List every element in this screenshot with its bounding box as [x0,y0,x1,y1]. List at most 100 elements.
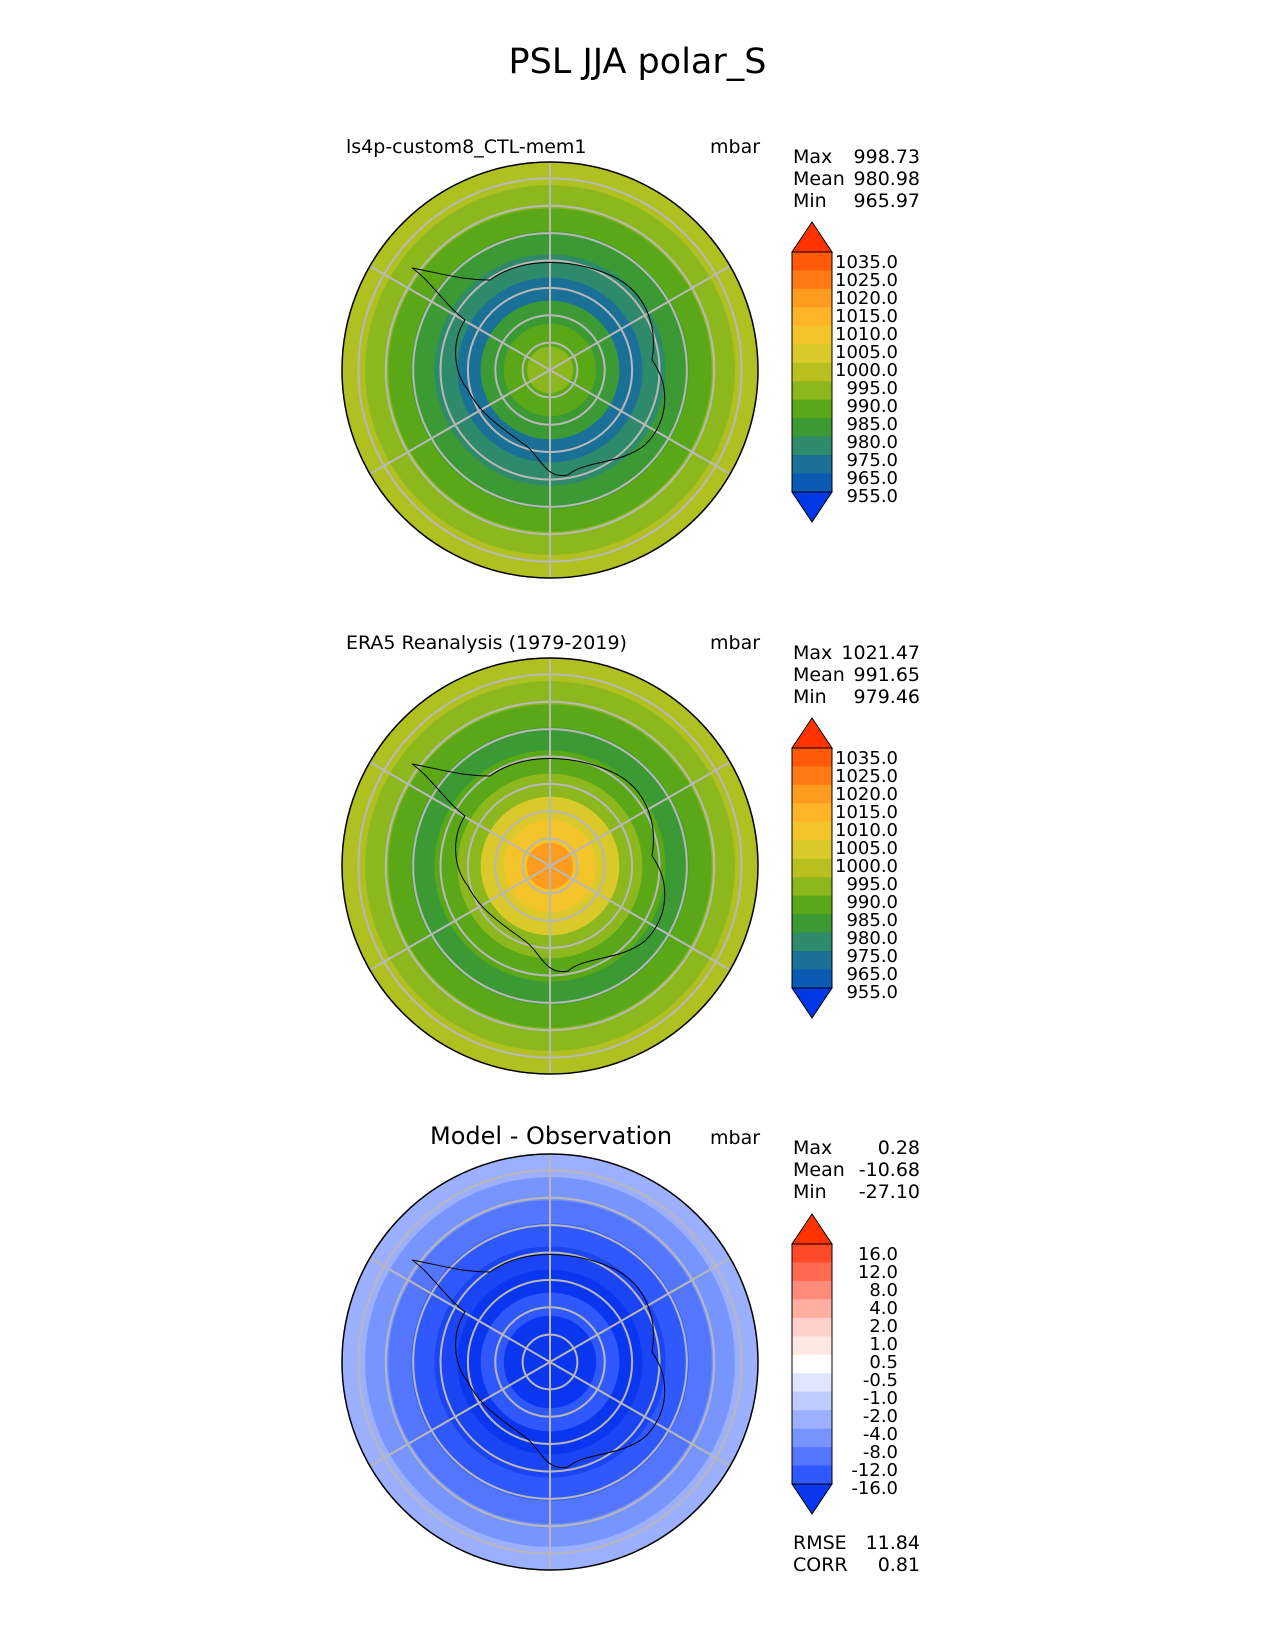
colorbar-segment [792,270,832,290]
meridian-gridline [549,865,731,971]
colorbar-extend-max [791,221,833,253]
rmse-value: 11.84 [865,1532,920,1554]
panel-2-stat-label: Min [793,686,827,708]
panel-2-stat-value: 1021.47 [841,642,920,664]
colorbar-segment [792,1373,832,1393]
colorbar-segment [792,803,832,823]
colorbar-tick-label: -0.5 [862,1370,898,1391]
colorbar-tick-label: 1020.0 [835,288,898,309]
colorbar-tick-label: -1.0 [862,1388,898,1409]
colorbar-segment [792,418,832,438]
panel-3-stat-label: Min [793,1181,827,1203]
coastline [411,262,666,477]
colorbar-extend-max [791,717,833,749]
colorbar-segment [792,362,832,382]
panel-2-units: mbar [710,632,761,654]
colorbar-tick-label: 980.0 [846,928,898,949]
meridian-gridline [549,1361,731,1467]
colorbar-tick-label: 1025.0 [835,766,898,787]
panel-3-title: Model - Observation [430,1122,673,1150]
colorbar-outline [791,1243,833,1485]
colorbar-tick-label: 0.5 [869,1352,898,1373]
colorbar-segment [792,1410,832,1430]
colorbar-tick-label: 1005.0 [835,342,898,363]
panel-2-colorbar [791,717,833,1019]
colorbar-tick-label: 12.0 [857,1262,898,1283]
colorbar-segment [792,1447,832,1467]
map-boundary [341,657,759,1075]
panel-2-stat-label: Mean [793,664,845,686]
colorbar-segment [792,840,832,860]
meridian-gridline [369,1361,551,1467]
colorbar-tick-label: 995.0 [846,378,898,399]
panel-2-stat-value: 979.46 [853,686,920,708]
panel-1-stat-value: 998.73 [853,146,920,168]
colorbar-segment [792,1262,832,1282]
meridian-gridline [369,369,551,475]
meridian-gridline [549,761,731,867]
meridian-gridline [369,865,551,971]
map-boundary [341,161,759,579]
colorbar-segment [792,1465,832,1485]
colorbar-tick-label: 1010.0 [835,820,898,841]
colorbar-segment [792,344,832,364]
panel-3-stat-value: -27.10 [858,1181,920,1203]
panel-2-polar-map [341,657,759,1075]
colorbar-tick-label: 965.0 [846,964,898,985]
colorbar-tick-label: 995.0 [846,874,898,895]
colorbar-tick-label: 1015.0 [835,306,898,327]
colorbar-tick-label: 1010.0 [835,324,898,345]
colorbar-segment [792,288,832,308]
colorbar-tick-label: 1000.0 [835,360,898,381]
panel-1-units: mbar [710,136,761,158]
colorbar-segment [792,325,832,345]
colorbar-tick-label: 985.0 [846,910,898,931]
colorbar-tick-label: -8.0 [862,1442,898,1463]
panel-3-stat-value: 0.28 [877,1137,920,1159]
colorbar-segment [792,969,832,989]
rmse-label: RMSE [793,1532,847,1554]
corr-value: 0.81 [877,1554,920,1576]
colorbar-segment [792,1244,832,1263]
colorbar-tick-label: 990.0 [846,892,898,913]
panel-3-colorbar [791,1213,833,1515]
colorbar-extend-max [791,1213,833,1245]
colorbar-segment [792,766,832,786]
panel-3-stat-label: Max [793,1137,833,1159]
panel-1-colorbar [791,221,833,523]
coastline [411,758,666,973]
panel-3-stat-value: -10.68 [858,1159,920,1181]
meridian-gridline [549,1257,731,1363]
colorbar-tick-label: 1015.0 [835,802,898,823]
colorbar-tick-label: 1020.0 [835,784,898,805]
meridian-gridline [369,265,551,371]
colorbar-segment [792,436,832,456]
map-boundary [341,1153,759,1571]
colorbar-outline [791,747,833,989]
colorbar-tick-label: 1035.0 [835,748,898,769]
colorbar-segment [792,1428,832,1448]
colorbar-segment [792,821,832,841]
colorbar-segment [792,932,832,952]
meridian-gridline [369,1257,551,1363]
panel-1-title: ls4p-custom8_CTL-mem1 [346,136,587,158]
colorbar-segment [792,1317,832,1337]
colorbar-tick-label: 955.0 [846,982,898,1003]
colorbar-tick-label: 975.0 [846,450,898,471]
colorbar-tick-label: 980.0 [846,432,898,453]
colorbar-tick-label: -4.0 [862,1424,898,1445]
colorbar-tick-label: 985.0 [846,414,898,435]
panel-2-title: ERA5 Reanalysis (1979-2019) [346,632,627,654]
colorbar-tick-label: -2.0 [862,1406,898,1427]
colorbar-segment [792,399,832,419]
colorbar-segment [792,951,832,971]
colorbar-tick-label: 1025.0 [835,270,898,291]
figure-title: PSL JJA polar_S [508,42,767,82]
colorbar-tick-label: 990.0 [846,396,898,417]
panel-3-stat-label: Mean [793,1159,845,1181]
colorbar-tick-label: -16.0 [851,1478,898,1499]
colorbar-segment [792,1354,832,1374]
panel-2-stat-label: Max [793,642,833,664]
colorbar-segment [792,1391,832,1411]
panel-3-units: mbar [710,1127,761,1149]
